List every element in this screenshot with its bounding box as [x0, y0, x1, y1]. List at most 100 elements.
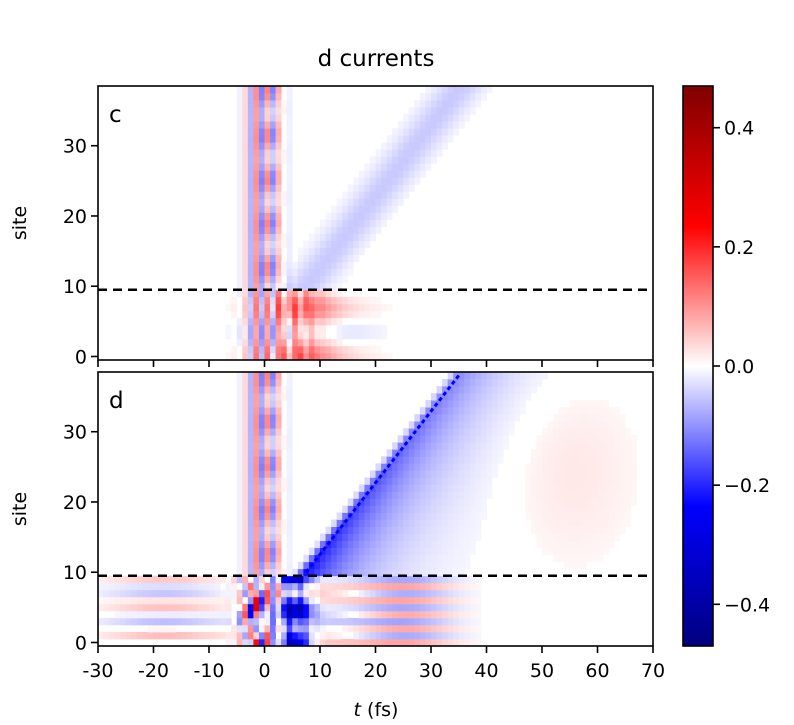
heatmap-cell: [369, 561, 376, 570]
heatmap-cell: [436, 128, 443, 136]
heatmap-cell: [303, 247, 310, 256]
heatmap-cell: [297, 296, 304, 305]
heatmap-cell: [436, 386, 443, 394]
heatmap-cell: [419, 568, 426, 577]
heatmap-cell: [364, 526, 371, 534]
x-tick-label: 30: [419, 660, 443, 682]
heatmap-cell: [336, 596, 343, 605]
heatmap-cell: [403, 463, 410, 471]
heatmap-cell: [414, 519, 421, 527]
heatmap-cell: [369, 624, 376, 633]
heatmap-cell: [320, 254, 326, 263]
heatmap-cell: [580, 435, 587, 443]
heatmap-cell: [586, 491, 593, 499]
heatmap-cell: [242, 163, 249, 171]
heatmap-cell: [347, 519, 354, 527]
heatmap-cell: [236, 477, 243, 485]
heatmap-cell: [375, 533, 382, 542]
heatmap-cell: [392, 526, 399, 534]
heatmap-cell: [597, 505, 604, 513]
heatmap-cell: [386, 582, 393, 591]
heatmap-cell: [353, 582, 360, 591]
heatmap-cell: [386, 135, 393, 143]
heatmap-cell: [281, 596, 288, 605]
heatmap-cell: [253, 310, 260, 319]
heatmap-cell: [419, 421, 426, 429]
heatmap-cell: [236, 184, 243, 192]
heatmap-cell: [247, 498, 254, 506]
heatmap-cell: [569, 491, 576, 499]
heatmap-cell: [542, 456, 548, 464]
heatmap-cell: [569, 519, 576, 527]
heatmap-cell: [586, 428, 593, 436]
heatmap-cell: [253, 547, 260, 556]
heatmap-cell: [542, 491, 548, 499]
heatmap-cell: [364, 596, 371, 605]
heatmap-cell: [270, 261, 276, 270]
heatmap-cell: [308, 310, 315, 319]
heatmap-cell: [553, 484, 560, 492]
heatmap-cell: [431, 156, 437, 164]
y-axis-label-panel-d: site: [9, 492, 31, 526]
heatmap-cell: [381, 303, 387, 312]
heatmap-cell: [320, 561, 326, 570]
heatmap-cell: [358, 303, 365, 312]
heatmap-cell: [508, 414, 515, 422]
heatmap-cell: [375, 526, 382, 534]
heatmap-cell: [270, 310, 276, 319]
heatmap-cell: [242, 345, 249, 354]
heatmap-cell: [591, 400, 598, 408]
heatmap-cell: [403, 449, 410, 457]
heatmap-cell: [392, 491, 399, 499]
heatmap-cell: [369, 310, 376, 319]
heatmap-cell: [336, 638, 343, 647]
heatmap-cell: [364, 631, 371, 640]
heatmap-cell: [270, 526, 276, 534]
heatmap-cell: [425, 107, 432, 115]
heatmap-cell: [575, 505, 582, 513]
heatmap-cell: [253, 470, 260, 478]
heatmap-cell: [575, 498, 582, 506]
heatmap-cell: [486, 470, 493, 478]
heatmap-cell: [403, 526, 410, 534]
heatmap-cell: [192, 603, 199, 612]
heatmap-cell: [436, 470, 443, 478]
heatmap-cell: [270, 198, 276, 206]
heatmap-cell: [403, 163, 410, 171]
heatmap-cell: [375, 310, 382, 319]
heatmap-cell: [436, 477, 443, 485]
heatmap-cell: [147, 624, 154, 633]
heatmap-cell: [375, 177, 382, 185]
heatmap-cell: [347, 261, 354, 270]
heatmap-cell: [469, 617, 476, 626]
heatmap-cell: [447, 386, 454, 394]
heatmap-cell: [431, 93, 437, 101]
heatmap-cell: [314, 582, 321, 591]
heatmap-cell: [270, 379, 276, 387]
heatmap-cell: [308, 610, 315, 619]
heatmap-cell: [619, 414, 626, 422]
heatmap-cell: [453, 547, 460, 556]
heatmap-cell: [575, 428, 582, 436]
heatmap-cell: [347, 219, 354, 227]
heatmap-cell: [242, 414, 249, 422]
heatmap-cell: [564, 484, 571, 492]
heatmap-cell: [580, 400, 587, 408]
heatmap-cell: [369, 219, 376, 227]
heatmap-cell: [264, 205, 271, 213]
heatmap-cell: [286, 505, 293, 513]
heatmap-cell: [242, 456, 249, 464]
heatmap-cell: [453, 491, 460, 499]
heatmap-cell: [386, 142, 393, 150]
heatmap-cell: [258, 407, 265, 415]
heatmap-cell: [247, 93, 254, 101]
heatmap-cell: [458, 526, 465, 534]
heatmap-cell: [231, 596, 238, 605]
heatmap-cell: [231, 582, 238, 591]
heatmap-cell: [303, 331, 310, 340]
heatmap-cell: [369, 596, 376, 605]
heatmap-cell: [591, 456, 598, 464]
heatmap-cell: [292, 582, 299, 591]
heatmap-cell: [314, 617, 321, 626]
heatmap-cell: [242, 324, 249, 333]
